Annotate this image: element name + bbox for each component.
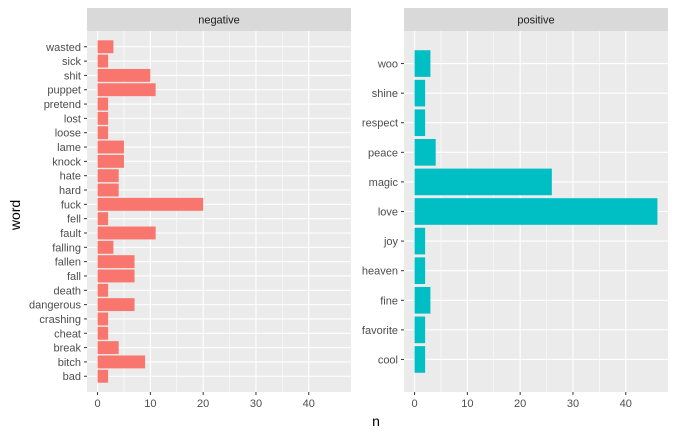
y-tick-label: peace (368, 147, 398, 159)
bar-favorite (414, 316, 426, 344)
bar-sick (97, 54, 109, 68)
bar-lost (97, 111, 109, 125)
bar-lame (97, 140, 124, 154)
bar-bad (97, 369, 109, 383)
y-tick-label: sick (62, 56, 81, 68)
y-tick-label: heaven (362, 266, 398, 278)
y-tick-label: hard (59, 185, 81, 197)
facet-strip (404, 8, 668, 31)
y-tick-label: pretend (44, 99, 81, 111)
y-tick-label: loose (55, 128, 81, 140)
bar-puppet (97, 83, 156, 97)
y-tick-label: knock (52, 156, 81, 168)
bar-fine (414, 286, 431, 314)
bar-pretend (97, 97, 109, 111)
y-tick-label: fell (67, 214, 81, 226)
x-tick-label: 30 (250, 398, 262, 410)
y-tick-label: falling (52, 242, 81, 254)
bar-hard (97, 183, 119, 197)
bar-wasted (97, 40, 114, 54)
y-tick-label: favorite (362, 325, 398, 337)
bar-fell (97, 212, 109, 226)
x-tick-label: 0 (411, 398, 417, 410)
y-tick-label: bad (63, 371, 81, 383)
y-tick-label: woo (377, 59, 398, 71)
y-tick-label: respect (362, 118, 398, 130)
bar-cool (414, 346, 426, 373)
bar-cheat (97, 326, 109, 340)
bar-fallen (97, 255, 135, 269)
facet-panel-negative: negative bad bitch break cheat crashing danger… (29, 8, 351, 410)
y-tick-label: wasted (45, 42, 81, 54)
bar-shit (97, 68, 151, 82)
x-tick-label: 10 (144, 398, 156, 410)
y-tick-label: cool (378, 354, 398, 366)
bar-love (414, 198, 658, 225)
y-tick-label: joy (383, 236, 399, 248)
bar-respect (414, 109, 426, 137)
y-tick-label: dangerous (29, 300, 81, 312)
y-tick-label: crashing (39, 314, 81, 326)
y-tick-label: fine (380, 295, 398, 307)
bar-shine (414, 79, 426, 107)
bar-crashing (97, 312, 109, 326)
bar-fuck (97, 197, 204, 211)
bar-hate (97, 169, 119, 183)
x-axis-title: n (372, 413, 380, 429)
y-tick-label: fault (60, 228, 81, 240)
y-tick-label: cheat (54, 328, 81, 340)
x-tick-label: 30 (567, 398, 579, 410)
bar-woo (414, 50, 431, 77)
bar-bitch (97, 355, 146, 369)
y-axis-title: word (7, 200, 23, 231)
facet-strip-label: positive (517, 15, 554, 27)
x-tick-label: 20 (514, 398, 526, 410)
y-tick-label: fall (67, 271, 81, 283)
bar-falling (97, 240, 114, 254)
y-tick-label: bitch (58, 357, 81, 369)
y-tick-label: love (378, 207, 398, 219)
bar-joy (414, 227, 426, 255)
bar-heaven (414, 257, 426, 284)
y-tick-label: magic (369, 177, 399, 189)
facet-strip-label: negative (198, 15, 240, 27)
x-tick-label: 20 (197, 398, 209, 410)
x-tick-label: 40 (620, 398, 632, 410)
bar-magic (414, 168, 552, 196)
y-tick-label: fuck (61, 199, 82, 211)
facet-strip (87, 8, 351, 31)
bar-fall (97, 269, 135, 283)
y-tick-label: break (53, 343, 81, 355)
bar-fault (97, 226, 156, 240)
bar-dangerous (97, 298, 135, 312)
y-tick-label: shine (372, 88, 398, 100)
bar-loose (97, 126, 109, 140)
y-tick-label: lost (64, 113, 81, 125)
y-tick-label: hate (60, 171, 81, 183)
x-tick-label: 0 (94, 398, 100, 410)
bar-peace (414, 139, 436, 166)
x-tick-label: 10 (461, 398, 473, 410)
bar-break (97, 341, 119, 355)
y-tick-label: fallen (55, 257, 81, 269)
y-tick-label: shit (64, 70, 81, 82)
y-tick-label: lame (57, 142, 81, 154)
y-tick-label: puppet (47, 85, 81, 97)
bar-knock (97, 154, 124, 168)
facet-panel-positive: positive cool favorite fine heaven joy love mag… (362, 8, 668, 410)
bar-death (97, 283, 109, 297)
y-tick-label: death (53, 285, 81, 297)
x-tick-label: 40 (303, 398, 315, 410)
